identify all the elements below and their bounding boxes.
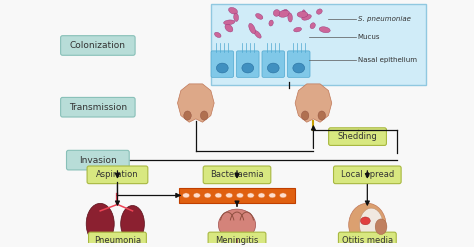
Ellipse shape xyxy=(224,20,235,25)
FancyBboxPatch shape xyxy=(328,128,386,145)
Ellipse shape xyxy=(258,193,265,198)
Text: Aspiration: Aspiration xyxy=(96,170,139,179)
Ellipse shape xyxy=(281,9,288,17)
Ellipse shape xyxy=(249,23,255,34)
FancyBboxPatch shape xyxy=(61,97,135,117)
FancyBboxPatch shape xyxy=(203,166,271,184)
Ellipse shape xyxy=(225,24,233,32)
FancyBboxPatch shape xyxy=(237,51,259,77)
Ellipse shape xyxy=(293,63,305,73)
Text: Bacteraemia: Bacteraemia xyxy=(210,170,264,179)
Text: Otitis media: Otitis media xyxy=(342,236,393,245)
Ellipse shape xyxy=(375,219,387,235)
Ellipse shape xyxy=(201,111,208,120)
FancyBboxPatch shape xyxy=(287,51,310,77)
Ellipse shape xyxy=(182,193,190,198)
Ellipse shape xyxy=(86,203,114,244)
Polygon shape xyxy=(178,84,214,122)
Ellipse shape xyxy=(215,193,222,198)
FancyBboxPatch shape xyxy=(179,187,295,203)
Ellipse shape xyxy=(317,9,322,14)
Ellipse shape xyxy=(214,32,221,38)
Ellipse shape xyxy=(294,27,301,32)
Text: Pneumonia: Pneumonia xyxy=(94,236,141,245)
Ellipse shape xyxy=(267,63,279,73)
FancyBboxPatch shape xyxy=(211,51,234,77)
Ellipse shape xyxy=(302,10,306,19)
Ellipse shape xyxy=(217,63,228,73)
Ellipse shape xyxy=(310,23,315,29)
Ellipse shape xyxy=(278,10,290,17)
Text: Transmission: Transmission xyxy=(69,103,127,112)
Ellipse shape xyxy=(301,111,309,120)
Ellipse shape xyxy=(349,203,386,246)
Polygon shape xyxy=(295,84,332,122)
Text: Mucus: Mucus xyxy=(357,34,380,40)
Ellipse shape xyxy=(254,31,261,38)
Ellipse shape xyxy=(237,193,243,198)
FancyBboxPatch shape xyxy=(338,232,396,247)
FancyBboxPatch shape xyxy=(334,166,401,184)
FancyBboxPatch shape xyxy=(61,36,135,55)
Ellipse shape xyxy=(319,27,330,33)
Ellipse shape xyxy=(302,14,311,20)
Text: Local spread: Local spread xyxy=(341,170,394,179)
Ellipse shape xyxy=(193,193,200,198)
Ellipse shape xyxy=(228,7,237,14)
FancyBboxPatch shape xyxy=(262,51,284,77)
Ellipse shape xyxy=(360,217,370,225)
Ellipse shape xyxy=(247,193,254,198)
FancyBboxPatch shape xyxy=(208,232,266,247)
Ellipse shape xyxy=(269,193,276,198)
Ellipse shape xyxy=(242,63,254,73)
Ellipse shape xyxy=(318,111,326,120)
Ellipse shape xyxy=(297,12,308,18)
Text: Invasion: Invasion xyxy=(79,156,117,165)
FancyBboxPatch shape xyxy=(89,232,146,247)
Ellipse shape xyxy=(219,209,255,241)
Ellipse shape xyxy=(288,13,292,22)
Ellipse shape xyxy=(280,193,286,198)
Ellipse shape xyxy=(273,10,280,16)
Ellipse shape xyxy=(359,208,383,242)
Ellipse shape xyxy=(255,14,263,19)
Ellipse shape xyxy=(121,206,145,242)
Ellipse shape xyxy=(204,193,211,198)
Text: Colonization: Colonization xyxy=(70,41,126,50)
Text: Nasal epithelium: Nasal epithelium xyxy=(357,57,417,63)
Text: Meningitis: Meningitis xyxy=(215,236,259,245)
Ellipse shape xyxy=(269,20,273,26)
Ellipse shape xyxy=(184,111,191,120)
FancyBboxPatch shape xyxy=(210,4,426,85)
FancyBboxPatch shape xyxy=(87,166,148,184)
Ellipse shape xyxy=(226,193,233,198)
Text: S. pneumoniae: S. pneumoniae xyxy=(357,16,410,22)
FancyBboxPatch shape xyxy=(66,150,129,170)
Ellipse shape xyxy=(234,13,238,21)
Text: Shedding: Shedding xyxy=(337,132,377,141)
